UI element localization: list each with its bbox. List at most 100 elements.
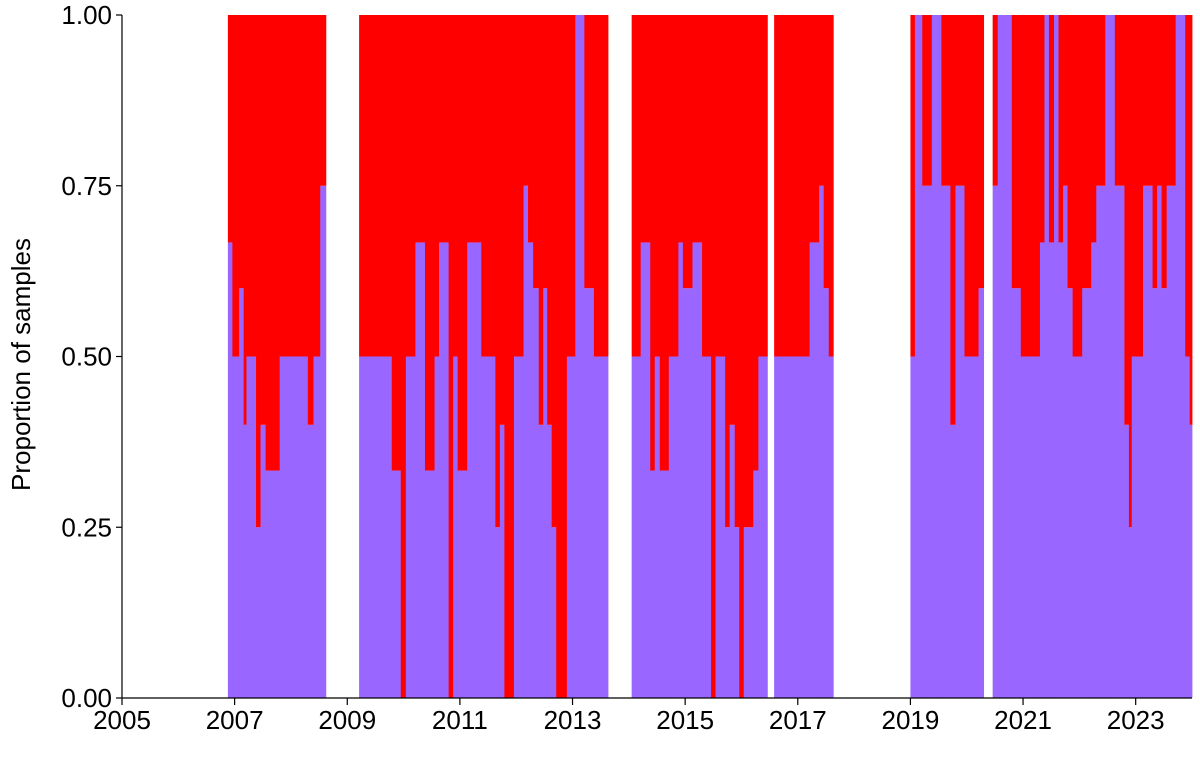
- bar-upper-96: [1157, 15, 1162, 186]
- bar-upper-58: [753, 15, 759, 471]
- bar-lower-63: [823, 288, 830, 698]
- bar-lower-62: [819, 185, 825, 698]
- bar-lower-73: [978, 288, 985, 698]
- bar-upper-27: [504, 15, 515, 698]
- bar-lower-100: [1185, 356, 1191, 698]
- bar-upper-72: [964, 15, 979, 357]
- bar-lower-82: [1058, 242, 1064, 698]
- bar-lower-44: [654, 356, 661, 698]
- bar-upper-93: [1131, 15, 1144, 357]
- y-tick-label: 1.00: [61, 0, 112, 30]
- y-tick-label: 0.00: [61, 683, 112, 713]
- bar-upper-31: [533, 15, 540, 289]
- bar-lower-7: [265, 470, 281, 698]
- x-tick-label: 2013: [544, 705, 602, 735]
- bar-upper-85: [1072, 15, 1083, 357]
- bar-upper-67: [922, 15, 933, 186]
- bar-upper-12: [359, 15, 393, 357]
- bar-upper-83: [1063, 15, 1068, 186]
- bar-upper-56: [739, 15, 745, 698]
- bar-upper-17: [424, 15, 435, 471]
- bar-lower-59: [758, 356, 768, 698]
- y-tick-label: 0.50: [61, 342, 112, 372]
- y-tick-label: 0.25: [61, 512, 112, 542]
- bar-upper-47: [678, 15, 684, 243]
- bar-upper-88: [1096, 15, 1106, 186]
- bar-lower-33: [543, 288, 548, 698]
- bar-lower-93: [1131, 356, 1144, 698]
- bars: [227, 15, 1193, 698]
- bar-lower-68: [931, 15, 942, 698]
- bar-lower-43: [650, 470, 656, 698]
- bar-upper-21: [453, 15, 459, 357]
- bar-lower-71: [955, 185, 965, 698]
- bar-upper-19: [439, 15, 450, 243]
- bar-upper-37: [566, 15, 576, 357]
- bar-upper-70: [950, 15, 956, 425]
- bar-lower-64: [828, 356, 834, 698]
- bar-upper-94: [1143, 15, 1153, 186]
- bar-upper-51: [711, 15, 716, 698]
- bar-lower-13: [391, 470, 402, 698]
- bar-upper-43: [650, 15, 656, 471]
- bar-upper-15: [405, 15, 416, 357]
- bar-lower-67: [922, 185, 933, 698]
- bar-lower-24: [481, 356, 496, 698]
- bar-lower-5: [256, 527, 261, 698]
- bar-upper-9: [307, 15, 314, 425]
- bar-lower-18: [434, 356, 440, 698]
- bar-lower-41: [631, 356, 642, 698]
- bar-upper-87: [1091, 15, 1097, 243]
- bar-upper-0: [227, 15, 233, 243]
- bar-lower-87: [1091, 242, 1097, 698]
- x-tick-label: 2005: [93, 705, 151, 735]
- bar-upper-44: [654, 15, 661, 357]
- x-tick-label: 2019: [881, 705, 939, 735]
- bar-lower-39: [584, 288, 595, 698]
- bar-upper-45: [659, 15, 670, 471]
- bar-upper-46: [668, 15, 679, 357]
- bar-lower-16: [415, 242, 426, 698]
- bar-upper-73: [978, 15, 985, 289]
- bar-upper-77: [1020, 15, 1041, 357]
- bar-lower-10: [313, 356, 321, 698]
- bar-upper-48: [682, 15, 693, 289]
- bar-lower-23: [467, 242, 482, 698]
- bar-upper-40: [593, 15, 609, 357]
- bar-upper-29: [523, 15, 529, 186]
- bar-lower-70: [950, 424, 956, 698]
- bar-upper-41: [631, 15, 642, 357]
- bar-lower-1: [232, 356, 240, 698]
- bar-lower-35: [551, 527, 557, 698]
- bar-upper-10: [313, 15, 321, 357]
- bar-upper-91: [1124, 15, 1130, 425]
- x-tick-label: 2007: [206, 705, 264, 735]
- bar-lower-30: [528, 242, 534, 698]
- bar-upper-20: [448, 15, 454, 698]
- bar-upper-32: [538, 15, 544, 425]
- bar-lower-96: [1157, 185, 1162, 698]
- bar-lower-83: [1063, 185, 1068, 698]
- bar-lower-9: [307, 424, 314, 698]
- bar-lower-55: [734, 527, 740, 698]
- bar-upper-26: [499, 15, 505, 425]
- bar-lower-89: [1105, 15, 1116, 698]
- bar-lower-77: [1020, 356, 1041, 698]
- bar-lower-80: [1048, 242, 1055, 698]
- bar-lower-92: [1128, 527, 1133, 698]
- bar-lower-79: [1044, 15, 1050, 698]
- bar-upper-69: [941, 15, 951, 186]
- x-tick-label: 2015: [656, 705, 714, 735]
- bar-lower-91: [1124, 424, 1130, 698]
- bar-upper-13: [391, 15, 402, 471]
- bar-upper-60: [774, 15, 811, 357]
- bar-upper-33: [543, 15, 548, 289]
- bar-lower-50: [702, 356, 712, 698]
- bar-lower-66: [914, 15, 923, 698]
- bar-upper-16: [415, 15, 426, 243]
- x-tick-label: 2017: [769, 705, 827, 735]
- bar-upper-39: [584, 15, 595, 289]
- bar-lower-52: [715, 356, 726, 698]
- bar-upper-42: [640, 15, 651, 243]
